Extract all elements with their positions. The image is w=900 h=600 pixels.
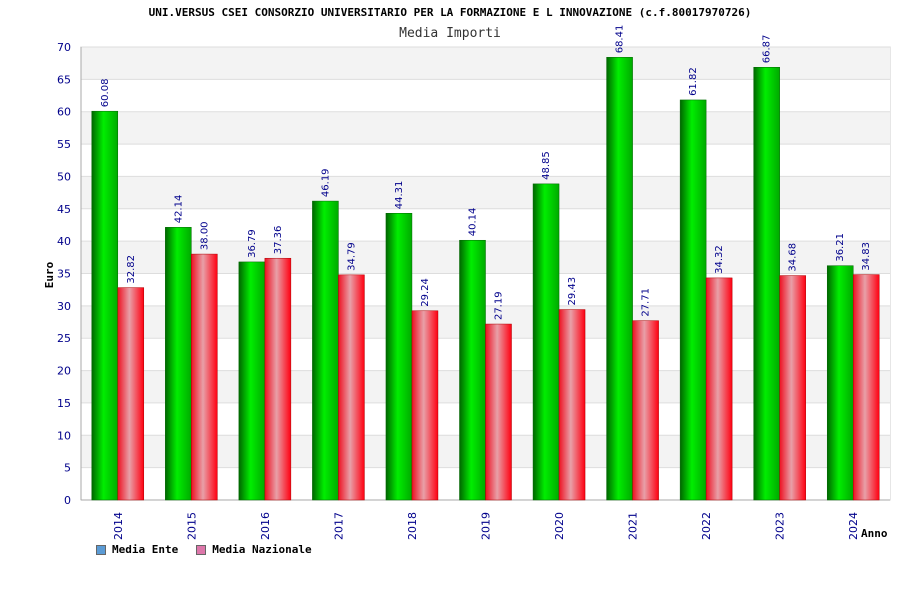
data-label: 42.14 [173,195,184,224]
chart-title: UNI.VERSUS CSEI CONSORZIO UNIVERSITARIO … [148,6,752,19]
bar-media-ente [165,227,192,501]
data-label: 37.36 [273,226,284,255]
x-tick-label: 2024 [847,512,860,540]
data-label: 38.00 [199,221,210,250]
data-label: 46.19 [320,168,331,197]
bar-media-nazionale [338,274,365,501]
x-tick-label: 2016 [259,512,272,540]
x-tick-label: 2023 [774,512,787,540]
legend-item-media-ente: Media Ente [96,543,178,556]
x-tick-label: 2019 [480,512,493,540]
x-axis-label: Anno [861,527,888,540]
y-tick-label: 40 [57,235,71,248]
legend-item-media-nazionale: Media Nazionale [196,543,312,556]
y-tick-label: 55 [57,138,71,151]
y-tick-label: 30 [57,300,71,313]
data-label: 40.14 [468,208,479,237]
bar-media-nazionale [558,309,586,501]
data-label: 34.68 [788,243,799,272]
data-label: 32.82 [126,255,137,284]
x-tick-label: 2015 [185,512,198,540]
y-tick-label: 35 [57,268,71,281]
bar-media-ente [238,261,266,501]
bar-media-nazionale [117,287,145,501]
x-tick-label: 2018 [406,512,419,540]
data-label: 36.79 [247,229,258,258]
y-axis-label: Euro [43,261,56,288]
data-label: 60.08 [100,79,111,108]
data-label: 34.83 [861,242,872,271]
chart-subtitle: Media Importi [399,26,501,41]
bar-media-nazionale [632,320,659,501]
data-label: 44.31 [394,181,405,210]
y-tick-label: 0 [64,494,71,507]
bar-media-ente [753,67,780,501]
data-label: 27.71 [641,288,652,317]
bar-media-ente [91,110,119,501]
y-tick-label: 65 [57,73,71,86]
bar-media-ente [679,99,707,501]
y-tick-label: 60 [57,106,71,119]
legend-swatch-media-nazionale [196,544,207,555]
y-tick-label: 45 [57,203,71,216]
bar-media-nazionale [485,323,512,501]
legend: Media Ente Media Nazionale [96,543,312,556]
data-label: 66.87 [762,35,773,64]
bar-media-ente [826,265,854,501]
data-label: 48.85 [541,151,552,180]
bar-media-nazionale [779,275,806,501]
data-label: 61.82 [688,67,699,96]
x-tick-label: 2017 [332,512,345,540]
data-label: 29.24 [420,278,431,307]
bar-media-nazionale [705,277,733,501]
legend-swatch-media-ente [96,544,106,555]
y-tick-label: 15 [57,397,71,410]
bar-media-nazionale [411,310,439,501]
y-tick-label: 20 [57,365,71,378]
data-label: 34.79 [346,242,357,271]
data-label: 27.19 [494,291,505,320]
bar-media-ente [606,57,633,501]
data-label: 29.43 [567,277,578,306]
bar-media-ente [312,200,339,501]
data-label: 34.32 [714,245,725,274]
bar-media-nazionale [191,253,218,501]
y-tick-label: 50 [57,170,71,183]
y-tick-label: 10 [57,429,71,442]
bar-media-nazionale [264,257,292,501]
data-label: 36.21 [835,233,846,262]
y-tick-label: 5 [64,462,71,475]
y-tick-label: 70 [57,41,71,54]
x-tick-label: 2022 [700,512,713,540]
bar-media-ente [459,239,486,501]
legend-label-media-ente: Media Ente [112,543,179,556]
legend-label-media-nazionale: Media Nazionale [212,543,312,556]
bar-media-ente [385,213,413,501]
data-label: 68.41 [615,25,626,54]
x-tick-label: 2021 [627,512,640,540]
y-tick-label: 25 [57,332,71,345]
x-tick-label: 2020 [553,512,566,540]
bar-media-ente [532,183,560,501]
bar-media-nazionale [852,274,880,501]
x-tick-label: 2014 [112,512,125,540]
